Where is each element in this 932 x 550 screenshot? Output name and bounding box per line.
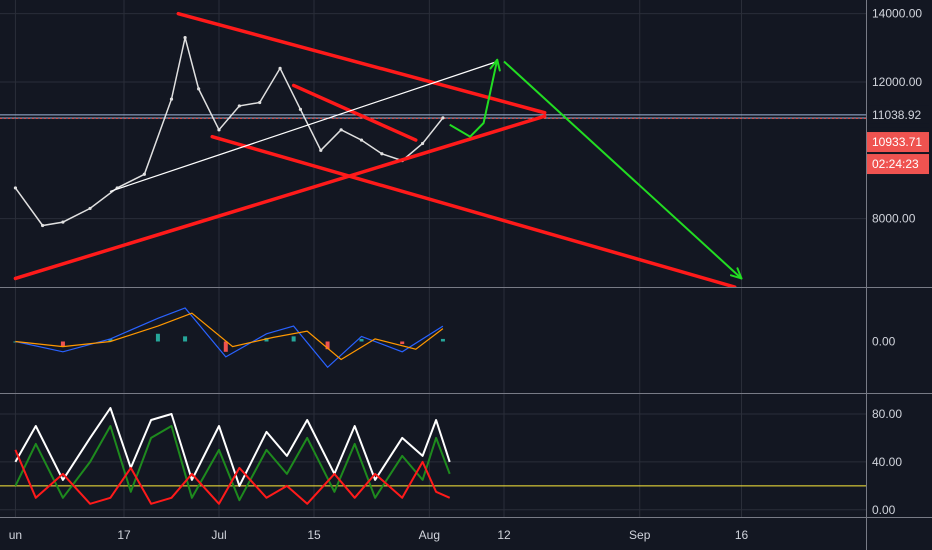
price-point xyxy=(88,206,92,211)
last-price-badge xyxy=(867,132,929,153)
macd-histogram-bar xyxy=(400,341,405,345)
macd-axis-label-0: 0.00 xyxy=(872,335,896,349)
price-point xyxy=(420,141,425,146)
last-price-label: 10933.71 xyxy=(872,135,922,149)
price-point xyxy=(278,66,282,70)
oscillator-axis-label-0: 80.00 xyxy=(872,407,902,421)
price-point xyxy=(258,100,262,105)
countdown-badge xyxy=(867,154,929,175)
projection-arrowhead-short-up-1 xyxy=(496,58,501,72)
oscillator-axis-label-2: 0.00 xyxy=(872,503,896,517)
trendline-inner-down xyxy=(291,83,418,142)
price-point xyxy=(359,138,364,142)
price-mark-badge-0 xyxy=(867,105,929,124)
x-axis-label-1: 17 xyxy=(117,528,131,542)
macd-histogram-bar xyxy=(359,338,364,342)
macd-signal-line xyxy=(15,312,444,361)
price-point xyxy=(237,104,241,108)
price-axis-label-0: 14000.00 xyxy=(872,7,922,21)
x-axis-label-2: Jul xyxy=(211,528,226,542)
macd-line xyxy=(15,307,444,369)
trendline-upper xyxy=(176,11,547,115)
projection-arrowhead-long-down-1 xyxy=(729,274,743,280)
macd-histogram-bar xyxy=(223,341,228,352)
x-axis-label-0: un xyxy=(9,528,22,542)
x-axis-label-7: 16 xyxy=(735,528,749,542)
price-axis-label-1: 12000.00 xyxy=(872,75,922,89)
x-axis-label-4: Aug xyxy=(419,528,440,542)
projection-arrowhead-short-up-0 xyxy=(489,58,499,70)
price-point xyxy=(169,97,174,101)
oscillator-axis-label-1: 40.00 xyxy=(872,455,902,469)
macd-histogram-bar xyxy=(440,338,445,342)
macd-histogram-bar xyxy=(60,341,65,347)
price-point xyxy=(298,107,303,111)
price-series-line-0 xyxy=(14,37,444,227)
price-point xyxy=(40,223,45,228)
countdown-label: 02:24:23 xyxy=(872,157,919,171)
projection-short-up xyxy=(449,59,499,138)
price-point xyxy=(217,128,221,132)
oscillator-series-1 xyxy=(14,425,451,502)
macd-histogram-bar xyxy=(325,341,330,350)
x-axis-label-5: 12 xyxy=(497,528,511,542)
macd-histogram-bar xyxy=(155,333,160,342)
price-point xyxy=(197,87,201,91)
price-mark-label-0: 11038.92 xyxy=(872,108,921,122)
price-point xyxy=(380,152,384,156)
x-axis-label-6: Sep xyxy=(629,528,651,542)
projection-arrowhead-long-down-0 xyxy=(736,267,743,280)
macd-histogram-bar xyxy=(183,336,188,342)
macd-histogram-bar xyxy=(291,336,296,342)
x-axis-label-3: 15 xyxy=(307,528,321,542)
oscillator-series-0 xyxy=(14,407,451,487)
price-point xyxy=(441,116,445,120)
price-point xyxy=(339,128,343,132)
price-point xyxy=(61,220,65,224)
price-axis-label-2: 8000.00 xyxy=(872,212,916,226)
projection-long-down xyxy=(503,60,743,280)
macd-histogram-bar xyxy=(108,338,113,342)
price-point xyxy=(142,172,146,176)
price-point xyxy=(319,148,323,152)
price-point xyxy=(183,35,187,40)
trendline-channel-line xyxy=(109,60,498,192)
trendline-channel-bottom xyxy=(210,134,737,287)
trendline-lower-support xyxy=(13,114,547,281)
macd-histogram-bar xyxy=(264,337,269,342)
price-point xyxy=(13,186,18,190)
oscillator-series-2 xyxy=(14,449,451,505)
